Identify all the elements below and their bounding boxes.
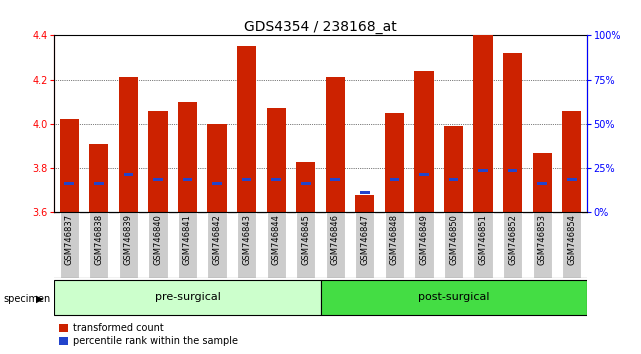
- Bar: [360, 191, 370, 194]
- Bar: [237, 212, 256, 278]
- Bar: [385, 212, 404, 278]
- Bar: [60, 120, 79, 212]
- Bar: [537, 182, 547, 185]
- Title: GDS4354 / 238168_at: GDS4354 / 238168_at: [244, 21, 397, 34]
- Bar: [326, 212, 345, 278]
- Bar: [562, 212, 581, 278]
- Bar: [183, 178, 192, 181]
- Text: GSM746846: GSM746846: [331, 215, 340, 266]
- Text: GSM746838: GSM746838: [94, 215, 103, 266]
- Bar: [54, 280, 320, 315]
- Bar: [414, 212, 433, 278]
- Bar: [390, 178, 399, 181]
- Bar: [153, 178, 163, 181]
- Bar: [355, 195, 374, 212]
- Bar: [208, 124, 227, 212]
- Bar: [355, 212, 374, 278]
- Bar: [124, 173, 133, 176]
- Text: GSM746843: GSM746843: [242, 215, 251, 266]
- Bar: [296, 212, 315, 278]
- Text: GSM746840: GSM746840: [153, 215, 162, 265]
- Bar: [148, 212, 167, 278]
- Text: specimen: specimen: [3, 294, 51, 304]
- Bar: [94, 182, 104, 185]
- Bar: [89, 144, 108, 212]
- Bar: [320, 280, 587, 315]
- Bar: [449, 178, 458, 181]
- Text: GSM746849: GSM746849: [419, 215, 428, 265]
- Bar: [533, 153, 552, 212]
- Bar: [89, 212, 108, 278]
- Bar: [567, 178, 576, 181]
- Bar: [474, 212, 493, 278]
- Bar: [148, 111, 167, 212]
- Legend: transformed count, percentile rank within the sample: transformed count, percentile rank withi…: [60, 324, 238, 346]
- Bar: [212, 182, 222, 185]
- Bar: [267, 212, 286, 278]
- Bar: [242, 178, 251, 181]
- Text: GSM746844: GSM746844: [272, 215, 281, 265]
- Bar: [237, 46, 256, 212]
- Text: GSM746845: GSM746845: [301, 215, 310, 265]
- Bar: [271, 178, 281, 181]
- Bar: [562, 111, 581, 212]
- Text: GSM746850: GSM746850: [449, 215, 458, 265]
- Text: ▶: ▶: [36, 294, 44, 304]
- Text: GSM746852: GSM746852: [508, 215, 517, 265]
- Bar: [474, 35, 493, 212]
- Bar: [65, 182, 74, 185]
- Bar: [119, 212, 138, 278]
- Bar: [301, 182, 310, 185]
- Text: GSM746853: GSM746853: [538, 215, 547, 266]
- Bar: [478, 169, 488, 172]
- Bar: [296, 161, 315, 212]
- Bar: [331, 178, 340, 181]
- Bar: [444, 126, 463, 212]
- Bar: [60, 212, 79, 278]
- Bar: [385, 113, 404, 212]
- Bar: [119, 78, 138, 212]
- Bar: [508, 169, 517, 172]
- Bar: [503, 212, 522, 278]
- Bar: [267, 108, 286, 212]
- Bar: [533, 212, 552, 278]
- Text: GSM746837: GSM746837: [65, 215, 74, 266]
- Bar: [326, 78, 345, 212]
- Bar: [503, 53, 522, 212]
- Bar: [208, 212, 227, 278]
- Text: GSM746842: GSM746842: [213, 215, 222, 265]
- Bar: [178, 102, 197, 212]
- Text: pre-surgical: pre-surgical: [154, 292, 221, 302]
- Text: GSM746841: GSM746841: [183, 215, 192, 265]
- Text: GSM746854: GSM746854: [567, 215, 576, 265]
- Text: GSM746839: GSM746839: [124, 215, 133, 266]
- Text: GSM746847: GSM746847: [360, 215, 369, 266]
- Bar: [414, 71, 433, 212]
- Text: GSM746848: GSM746848: [390, 215, 399, 266]
- Bar: [178, 212, 197, 278]
- Bar: [419, 173, 429, 176]
- Bar: [444, 212, 463, 278]
- Text: post-surgical: post-surgical: [418, 292, 489, 302]
- Text: GSM746851: GSM746851: [479, 215, 488, 265]
